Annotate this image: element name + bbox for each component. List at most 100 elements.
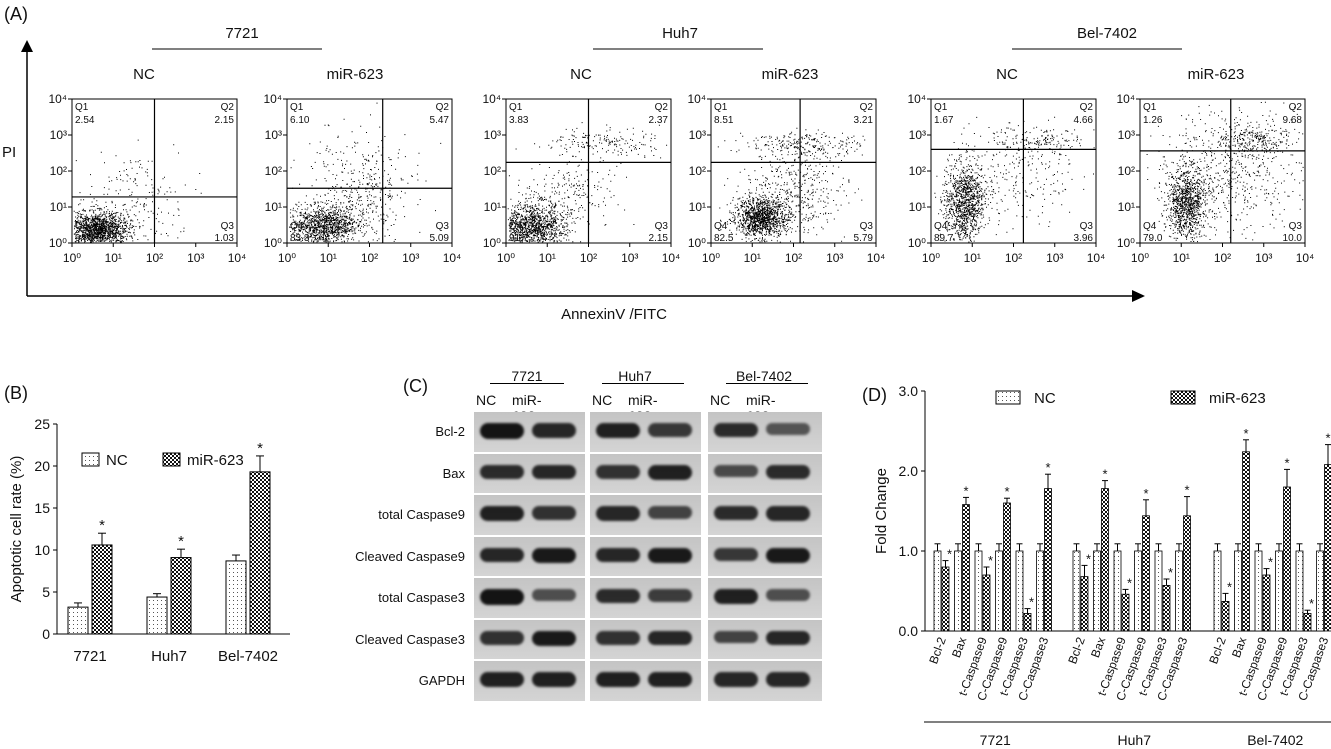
blot-row-label: total Caspase9: [378, 507, 465, 522]
quadrant-value: 5.09: [430, 233, 450, 244]
quadrant-value: 10.0: [1283, 233, 1303, 244]
quadrant-value: 1.67: [934, 115, 954, 126]
bar: [1154, 550, 1163, 632]
condition-label: NC: [996, 66, 1018, 83]
protein-band: [532, 506, 576, 520]
significance-mark: *: [257, 440, 263, 457]
quadrant-name: Q2: [1080, 102, 1094, 113]
y-tick-label: 10⁴: [1116, 92, 1135, 106]
legend-swatch: [995, 390, 1021, 405]
panel-letter-a: (A): [4, 4, 28, 24]
y-tick-label: 10²: [909, 164, 926, 178]
legend-swatch: [162, 452, 181, 467]
quadrant-value: 9.68: [1283, 115, 1303, 126]
bar: [1162, 584, 1171, 632]
bar: [1101, 488, 1109, 632]
bar: [1015, 550, 1024, 632]
lane-label: NC: [710, 392, 731, 408]
protein-band: [596, 672, 640, 688]
x-tick-label: 10⁰: [922, 251, 940, 265]
quadrant-value: 3.21: [854, 115, 874, 126]
significance-mark: *: [99, 517, 105, 534]
protein-band: [766, 547, 810, 564]
y-tick-label: 10⁰: [49, 236, 67, 250]
protein-band: [766, 672, 810, 687]
blot-group-label: 7721: [511, 368, 543, 384]
protein-band: [480, 547, 524, 563]
quadrant-name: Q4: [714, 221, 728, 232]
x-tick-label: 10¹: [1173, 251, 1190, 265]
x-tick-label: 10¹: [744, 251, 761, 265]
category-label: Bcl-2: [1065, 635, 1088, 666]
quadrant-name: Q3: [221, 221, 235, 232]
protein-band: [714, 672, 758, 687]
x-tick-label: 10⁰: [278, 251, 296, 265]
y-tick-label: 10¹: [265, 200, 282, 214]
group-label: Bel-7402: [1077, 25, 1137, 42]
bar: [1093, 550, 1101, 632]
bar: [933, 550, 942, 632]
quadrant-name: Q2: [1289, 102, 1303, 113]
x-tick-label: 10²: [146, 251, 163, 265]
significance-mark: *: [1045, 460, 1050, 475]
y-tick-label: 10⁴: [907, 92, 926, 106]
protein-band: [480, 630, 524, 645]
blot-group-underline: [490, 383, 564, 384]
y-tick-label: 10²: [1118, 164, 1135, 178]
blot-group-label: Huh7: [618, 368, 652, 384]
x-tick-label: 10³: [187, 251, 204, 265]
protein-band: [714, 423, 758, 438]
x-tick-label: 10²: [1214, 251, 1231, 265]
quadrant-value: 5.47: [430, 115, 450, 126]
quadrant-value: 2.37: [649, 115, 669, 126]
x-tick-label: 10¹: [320, 251, 337, 265]
bar: [1183, 515, 1191, 632]
protein-band: [648, 464, 692, 480]
protein-band: [714, 547, 758, 562]
quadrant-value: 1.03: [215, 233, 235, 244]
legend-label: NC: [1034, 390, 1056, 407]
bar: [1254, 550, 1263, 632]
bar: [1316, 550, 1324, 632]
y-tick-label: 10¹: [1118, 200, 1135, 214]
protein-band: [532, 464, 576, 480]
protein-band: [532, 630, 576, 647]
quadrant-name: Q1: [714, 102, 728, 113]
significance-mark: *: [947, 547, 952, 562]
y-tick-label: 0: [42, 626, 50, 642]
y-tick-label: 20: [34, 458, 50, 474]
quadrant-name: Q4: [509, 221, 523, 232]
blot-group-underline: [726, 383, 808, 384]
protein-band: [648, 589, 692, 603]
protein-band: [714, 630, 758, 644]
protein-band: [648, 423, 692, 437]
quadrant-value: 4.66: [1074, 115, 1094, 126]
quadrant-name: Q1: [934, 102, 948, 113]
x-tick-label: 10³: [1046, 251, 1063, 265]
blot-row-label: total Caspase3: [378, 590, 465, 605]
bar: [1234, 550, 1242, 632]
protein-band: [480, 672, 524, 688]
legend-swatch: [1170, 390, 1196, 405]
y-tick-label: 10⁰: [908, 236, 926, 250]
protein-band: [714, 464, 758, 477]
x-tick-label: 10⁴: [228, 251, 247, 265]
quadrant-value: 3.83: [509, 115, 529, 126]
protein-band: [766, 630, 810, 646]
y-tick-label: 10²: [484, 164, 501, 178]
significance-mark: *: [1243, 426, 1248, 441]
significance-mark: *: [963, 483, 968, 498]
quadrant-value: 83.3: [290, 233, 310, 244]
bar: [1080, 576, 1089, 632]
quadrant-value: 6.10: [290, 115, 310, 126]
category-label: Bcl-2: [926, 635, 949, 666]
quadrant-name: Q1: [290, 102, 304, 113]
x-tick-label: 10²: [1005, 251, 1022, 265]
significance-mark: *: [1127, 575, 1132, 590]
group-label: 7721: [225, 25, 258, 42]
y-tick-label: 10³: [50, 128, 67, 142]
quadrant-value: 1.26: [1143, 115, 1163, 126]
bar: [1283, 486, 1291, 632]
y-axis-title: Apoptotic cell rate (%): [8, 456, 25, 603]
